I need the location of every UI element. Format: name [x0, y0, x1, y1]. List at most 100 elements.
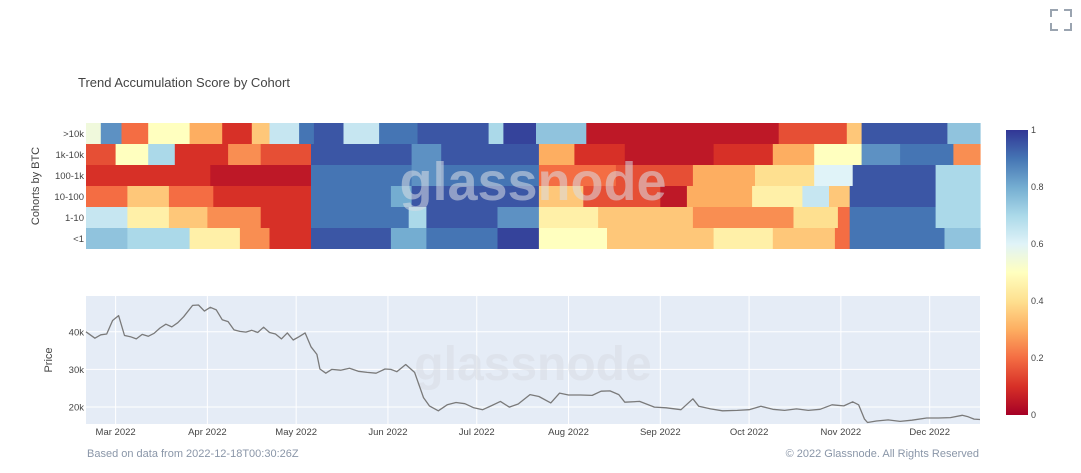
heatmap-cell[interactable]: [538, 144, 575, 165]
heatmap-cell[interactable]: [849, 228, 945, 249]
heatmap-cell[interactable]: [174, 144, 229, 165]
heatmap-cell[interactable]: [311, 144, 413, 165]
heatmap-cell[interactable]: [846, 123, 863, 144]
heatmap-cell[interactable]: [837, 207, 851, 228]
heatmap-cell[interactable]: [607, 228, 715, 249]
heatmap-cell[interactable]: [772, 228, 836, 249]
heatmap-cell[interactable]: [86, 228, 128, 249]
heatmap-cell[interactable]: [269, 228, 312, 249]
heatmap-cell[interactable]: [538, 228, 608, 249]
heatmap-cell[interactable]: [900, 144, 954, 165]
heatmap-cell[interactable]: [148, 144, 176, 165]
heatmap-cell[interactable]: [441, 165, 540, 186]
heatmap-cell[interactable]: [713, 144, 774, 165]
heatmap-cell[interactable]: [944, 228, 981, 249]
heatmap-cell[interactable]: [417, 123, 490, 144]
heatmap-cell[interactable]: [861, 144, 901, 165]
heatmap-cell[interactable]: [379, 123, 419, 144]
heatmap-cell[interactable]: [935, 186, 981, 207]
heatmap-cell[interactable]: [624, 144, 715, 165]
heatmap-cell[interactable]: [260, 207, 312, 228]
heatmap-cell[interactable]: [411, 144, 442, 165]
heatmap-cell[interactable]: [168, 207, 208, 228]
heatmap-cell[interactable]: [207, 207, 262, 228]
heatmap-cell[interactable]: [426, 228, 498, 249]
heatmap-cell[interactable]: [86, 144, 117, 165]
heatmap-cell[interactable]: [411, 186, 540, 207]
heatmap-cell[interactable]: [148, 123, 191, 144]
heatmap-cell[interactable]: [772, 144, 815, 165]
heatmap-cell[interactable]: [260, 144, 312, 165]
heatmap-cell[interactable]: [86, 165, 211, 186]
heatmap-cell[interactable]: [953, 144, 981, 165]
heatmap-cell[interactable]: [210, 165, 312, 186]
heatmap-cell[interactable]: [311, 165, 413, 186]
heatmap-cell[interactable]: [538, 207, 599, 228]
heatmap-cell[interactable]: [861, 123, 948, 144]
heatmap-cell[interactable]: [86, 207, 128, 228]
heatmap-cell[interactable]: [814, 165, 854, 186]
heatmap-cell[interactable]: [228, 144, 262, 165]
heatmap-cell[interactable]: [411, 165, 442, 186]
heatmap-cell[interactable]: [598, 207, 694, 228]
heatmap-cell[interactable]: [426, 207, 498, 228]
heatmap-cell[interactable]: [189, 228, 241, 249]
heatmap-cell[interactable]: [127, 228, 191, 249]
heatmap-cell[interactable]: [222, 123, 253, 144]
heatmap-cell[interactable]: [251, 123, 271, 144]
price-plot[interactable]: [85, 304, 981, 424]
heatmap-cell[interactable]: [793, 207, 839, 228]
heatmap-cell[interactable]: [802, 186, 830, 207]
heatmap-cell[interactable]: [313, 123, 345, 144]
heatmap-cell[interactable]: [441, 144, 540, 165]
heatmap-cell[interactable]: [390, 228, 427, 249]
heatmap-cell[interactable]: [849, 186, 937, 207]
heatmap-cell[interactable]: [390, 186, 413, 207]
heatmap-cell[interactable]: [538, 186, 584, 207]
heatmap-cell[interactable]: [615, 165, 694, 186]
heatmap-cell[interactable]: [497, 207, 540, 228]
heatmap-cell[interactable]: [269, 123, 300, 144]
heatmap-cell[interactable]: [168, 186, 214, 207]
heatmap-cell[interactable]: [947, 123, 981, 144]
heatmap-cell[interactable]: [189, 123, 223, 144]
heatmap-cell[interactable]: [583, 186, 661, 207]
heatmap-cell[interactable]: [692, 165, 756, 186]
heatmap-cell[interactable]: [86, 186, 128, 207]
heatmap-cell[interactable]: [311, 186, 392, 207]
heatmap-cell[interactable]: [834, 228, 851, 249]
heatmap-cell[interactable]: [829, 186, 851, 207]
heatmap-cell[interactable]: [778, 123, 848, 144]
heatmap-cell[interactable]: [935, 165, 981, 186]
heatmap-cell[interactable]: [814, 144, 863, 165]
heatmap-cell[interactable]: [660, 186, 688, 207]
heatmap-cell[interactable]: [503, 123, 537, 144]
heatmap-cell[interactable]: [311, 207, 410, 228]
heatmap-cell[interactable]: [127, 207, 170, 228]
heatmap-cell[interactable]: [86, 123, 102, 144]
heatmap-cell[interactable]: [935, 207, 981, 228]
heatmap-cell[interactable]: [239, 228, 271, 249]
heatmap-cell[interactable]: [115, 144, 149, 165]
heatmap-cell[interactable]: [586, 123, 780, 144]
heatmap-cell[interactable]: [538, 165, 617, 186]
heatmap-plot[interactable]: [86, 123, 981, 249]
heatmap-cell[interactable]: [752, 186, 803, 207]
heatmap-cell[interactable]: [100, 123, 123, 144]
heatmap-cell[interactable]: [755, 165, 815, 186]
heatmap-cell[interactable]: [488, 123, 504, 144]
heatmap-cell[interactable]: [213, 186, 312, 207]
heatmap-cell[interactable]: [408, 207, 428, 228]
heatmap-cell[interactable]: [127, 186, 170, 207]
heatmap-cell[interactable]: [852, 165, 937, 186]
heatmap-cell[interactable]: [574, 144, 626, 165]
heatmap-cell[interactable]: [692, 207, 795, 228]
heatmap-cell[interactable]: [849, 207, 937, 228]
heatmap-cell[interactable]: [299, 123, 315, 144]
heatmap-cell[interactable]: [121, 123, 149, 144]
expand-icon[interactable]: [1050, 9, 1072, 31]
heatmap-cell[interactable]: [311, 228, 392, 249]
heatmap-cell[interactable]: [497, 228, 540, 249]
heatmap-cell[interactable]: [343, 123, 380, 144]
heatmap-cell[interactable]: [713, 228, 774, 249]
